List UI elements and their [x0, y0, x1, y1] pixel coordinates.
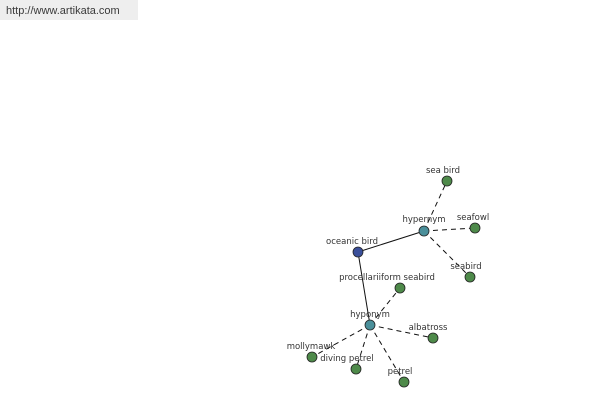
- node[interactable]: [427, 332, 439, 344]
- url[interactable]: http://www.artikata.com: [6, 5, 120, 17]
- edge: [357, 230, 425, 253]
- edge: [423, 227, 476, 232]
- node[interactable]: [350, 363, 362, 375]
- node[interactable]: [398, 376, 410, 388]
- node-label[interactable]: seafowl: [457, 213, 489, 223]
- node[interactable]: [464, 271, 476, 283]
- node[interactable]: [441, 175, 453, 187]
- node-label[interactable]: petrel: [388, 367, 413, 377]
- node[interactable]: [394, 282, 406, 294]
- edge: [355, 324, 371, 370]
- edge: [369, 324, 405, 383]
- edge: [369, 324, 434, 339]
- edge: [423, 180, 448, 232]
- node-label[interactable]: albatross: [409, 323, 448, 333]
- node-label[interactable]: diving petrel: [320, 354, 374, 364]
- node[interactable]: [306, 351, 318, 363]
- node-label: hypernym: [402, 215, 445, 225]
- edge: [311, 324, 371, 358]
- edge: [423, 230, 471, 278]
- node[interactable]: [469, 222, 481, 234]
- node-label[interactable]: mollymawk: [287, 342, 336, 352]
- edge: [357, 251, 371, 326]
- edges: [311, 180, 476, 383]
- node: [364, 319, 376, 331]
- url-bar: [0, 0, 138, 20]
- node[interactable]: [352, 246, 364, 258]
- node-label: hyponym: [350, 310, 390, 320]
- node: [418, 225, 430, 237]
- nodes: oceanic bird hypernym sea bird seafowl s…: [287, 166, 489, 388]
- node-label[interactable]: oceanic bird: [326, 237, 378, 247]
- node-label[interactable]: sea bird: [426, 166, 460, 176]
- edge: [369, 287, 401, 326]
- node-label[interactable]: procellariiform seabird: [339, 273, 435, 283]
- node-label[interactable]: seabird: [450, 262, 481, 272]
